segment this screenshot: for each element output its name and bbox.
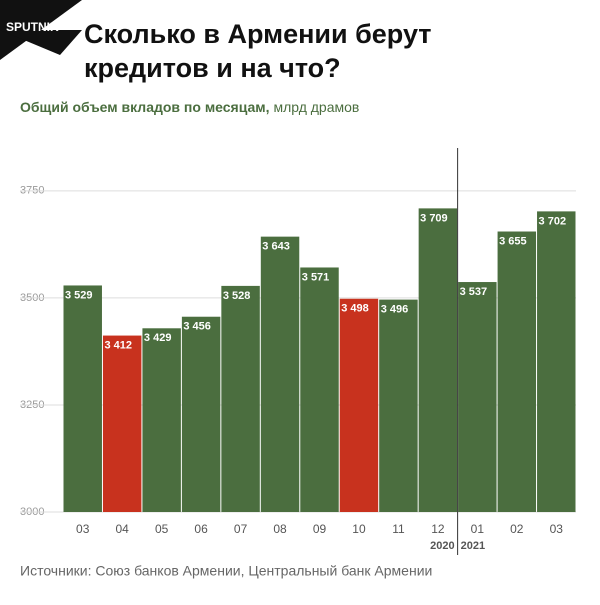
year-label: 2021	[461, 540, 485, 552]
value-label: 3 709	[420, 212, 448, 224]
x-tick-label: 06	[194, 522, 208, 536]
bar	[221, 285, 260, 512]
value-label: 3 528	[223, 290, 251, 302]
bar	[418, 208, 458, 513]
x-tick-label: 10	[352, 522, 366, 536]
bar	[458, 282, 497, 512]
value-label: 3 456	[183, 321, 211, 333]
x-tick-label: 03	[550, 522, 564, 536]
subtitle: Общий объем вкладов по месяцам, млрд дра…	[20, 99, 359, 115]
year-label: 2020	[430, 540, 454, 552]
bar	[379, 299, 418, 512]
source: Источники: Союз банков Армении, Централь…	[20, 563, 432, 579]
x-tick-label: 11	[392, 522, 405, 536]
logo-shape	[0, 30, 82, 55]
x-tick-label: 08	[273, 522, 287, 536]
bar	[260, 236, 300, 512]
x-tick-label: 09	[313, 522, 327, 536]
value-label: 3 496	[381, 304, 409, 316]
value-label: 3 537	[460, 286, 488, 298]
x-tick-label: 03	[76, 522, 90, 536]
value-label: 3 412	[104, 339, 132, 351]
bar	[339, 298, 379, 512]
x-tick-label: 07	[234, 522, 248, 536]
bar	[300, 267, 339, 512]
x-tick-label: 04	[116, 522, 130, 536]
value-label: 3 655	[499, 235, 527, 247]
bar	[142, 328, 181, 512]
chart-title: кредитов и на что?	[84, 53, 341, 83]
bar	[537, 211, 576, 512]
value-label: 3 529	[65, 289, 93, 301]
logo: SPUTNIK	[6, 20, 59, 34]
x-tick-label: 01	[471, 522, 485, 536]
value-label: 3 571	[302, 271, 330, 283]
bar	[497, 231, 537, 512]
x-tick-label: 12	[431, 522, 445, 536]
bar	[181, 316, 221, 512]
x-tick-label: 02	[510, 522, 524, 536]
bar	[102, 335, 142, 512]
chart-title: Сколько в Армении берут	[84, 19, 432, 49]
bar	[63, 285, 102, 512]
value-label: 3 643	[262, 241, 290, 253]
subtitle-text: Общий объем вкладов по месяцам,	[20, 99, 270, 115]
value-label: 3 702	[539, 215, 567, 227]
value-label: 3 498	[341, 303, 369, 315]
value-label: 3 429	[144, 332, 172, 344]
subtitle-unit: млрд драмов	[273, 99, 359, 115]
x-tick-label: 05	[155, 522, 169, 536]
